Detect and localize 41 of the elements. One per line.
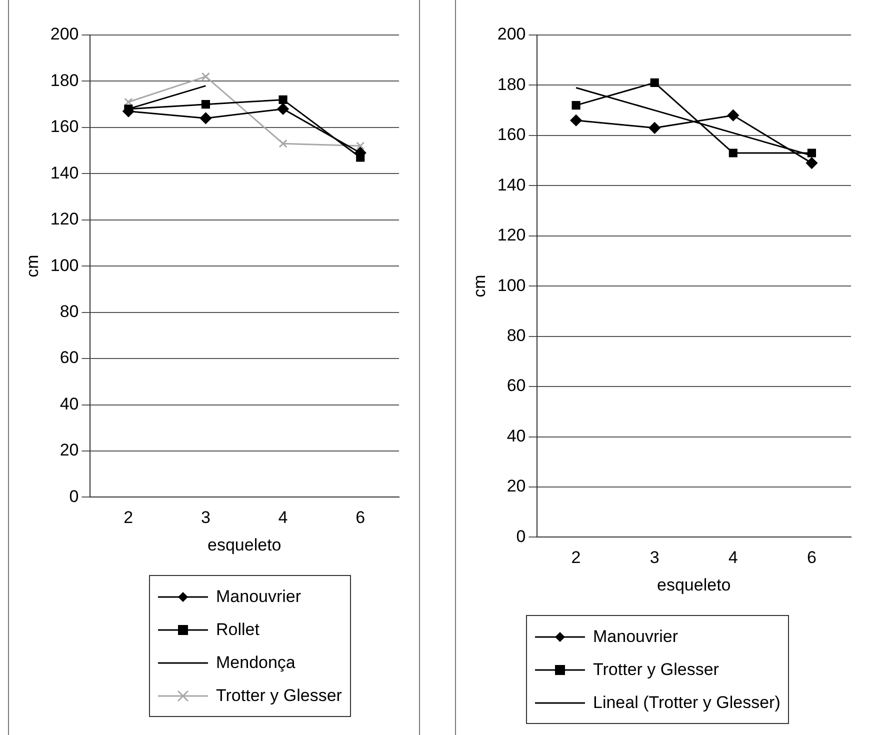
y-axis-title: cm bbox=[22, 254, 42, 278]
legend-label: Manouvrier bbox=[593, 626, 678, 646]
y-tick-label: 180 bbox=[497, 74, 526, 94]
y-tick-label: 40 bbox=[60, 394, 79, 414]
legend-label: Rollet bbox=[216, 620, 260, 640]
x-axis-title: esqueleto bbox=[657, 575, 731, 594]
x-tick-label: 3 bbox=[650, 548, 660, 568]
x-tick-label: 2 bbox=[124, 508, 134, 528]
x-tick-label: 6 bbox=[806, 548, 816, 568]
legend-label: Trotter y Glesser bbox=[593, 660, 719, 680]
x-tick-label: 6 bbox=[356, 508, 366, 528]
y-tick-label: 140 bbox=[50, 163, 79, 182]
y-tick-label: 20 bbox=[506, 476, 526, 496]
y-tick-label: 180 bbox=[50, 70, 79, 90]
legend-label: Lineal (Trotter y Glesser) bbox=[593, 692, 780, 712]
y-tick-label: 140 bbox=[497, 175, 526, 194]
y-tick-label: 160 bbox=[50, 117, 79, 136]
y-tick-label: 20 bbox=[60, 440, 79, 460]
y-tick-label: 100 bbox=[497, 276, 526, 295]
x-tick-label: 4 bbox=[728, 548, 738, 568]
y-tick-label: 60 bbox=[60, 348, 79, 368]
y-tick-label: 200 bbox=[497, 24, 526, 44]
y-tick-label: 40 bbox=[506, 426, 526, 446]
y-tick-label: 100 bbox=[50, 256, 79, 275]
x-tick-label: 3 bbox=[200, 508, 210, 528]
y-tick-label: 60 bbox=[506, 376, 526, 396]
x-tick-label: 4 bbox=[278, 508, 288, 528]
y-tick-label: 120 bbox=[50, 210, 79, 229]
x-tick-label: 2 bbox=[571, 548, 581, 568]
y-axis-title: cm bbox=[470, 274, 489, 298]
x-axis-title: esqueleto bbox=[208, 535, 282, 554]
legend-label: Mendonça bbox=[216, 652, 296, 672]
y-tick-label: 120 bbox=[497, 226, 526, 245]
legend-label: Trotter y Glesser bbox=[216, 686, 342, 706]
legend-label: Manouvrier bbox=[216, 586, 302, 606]
y-tick-label: 200 bbox=[50, 24, 79, 44]
y-tick-label: 80 bbox=[60, 302, 79, 322]
y-tick-label: 80 bbox=[506, 326, 526, 346]
y-tick-label: 0 bbox=[69, 486, 79, 506]
y-tick-label: 0 bbox=[516, 526, 526, 546]
y-tick-label: 160 bbox=[497, 125, 526, 144]
